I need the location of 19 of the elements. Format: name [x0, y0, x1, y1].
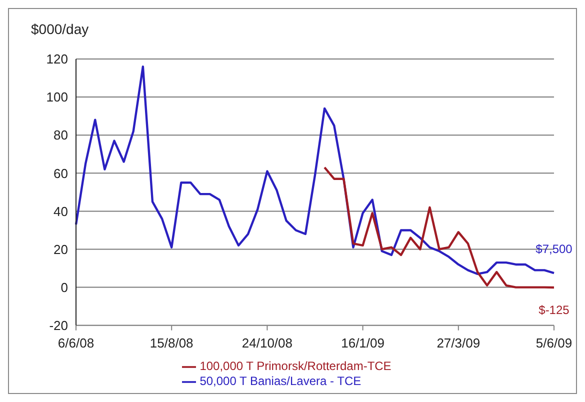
y-tick-label: 20: [54, 242, 68, 257]
annotation: $-125: [538, 303, 570, 318]
x-tick-label: 6/6/08: [58, 335, 94, 350]
legend-label: 100,000 T Primorsk/Rotterdam-TCE: [200, 359, 392, 374]
legend-label: 50,000 T Banias/Lavera - TCE: [200, 374, 362, 388]
y-axis-title: $000/day: [31, 21, 89, 37]
x-tick-label: 16/1/09: [341, 335, 384, 350]
y-tick-label: 40: [54, 204, 68, 219]
x-tick-label: 15/8/08: [150, 335, 194, 350]
y-tick-label: 80: [54, 128, 68, 143]
y-tick-label: -20: [49, 318, 68, 333]
y-tick-label: 60: [54, 166, 68, 181]
x-tick-label: 24/10/08: [242, 335, 293, 350]
x-tick-label: 5/6/09: [536, 335, 572, 350]
annotation: $7,500: [536, 242, 573, 256]
y-tick-label: 100: [46, 90, 68, 105]
y-tick-label: 120: [46, 52, 68, 67]
x-tick-label: 27/3/09: [436, 335, 480, 350]
y-tick-label: 0: [60, 280, 68, 295]
